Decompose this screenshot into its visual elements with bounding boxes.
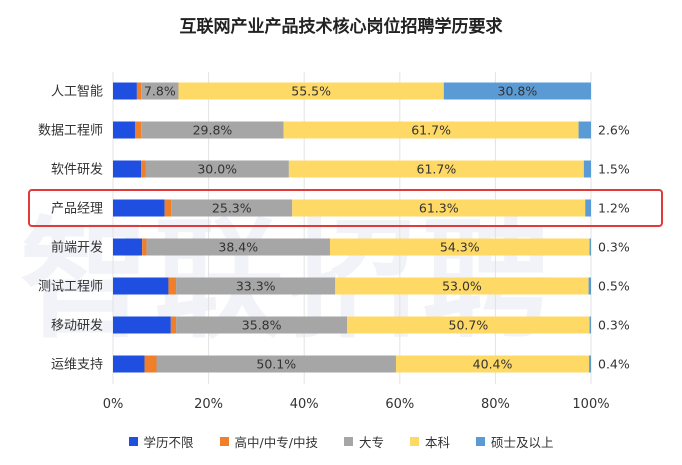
data-label: 55.5% (291, 84, 331, 99)
bar-segment (156, 355, 396, 373)
bar-segment (176, 277, 336, 295)
legend-swatch (343, 437, 353, 446)
bar-segment (141, 160, 146, 178)
category-label: 移动研发 (51, 318, 103, 334)
bar-segment (145, 160, 289, 178)
bar-segment (335, 277, 589, 295)
data-label: 0.5% (598, 279, 630, 294)
data-label: 50.1% (256, 357, 296, 372)
data-label: 30.0% (197, 162, 237, 177)
category-label: 软件研发 (51, 162, 103, 178)
category-label: 产品经理 (51, 202, 103, 217)
bar-segment (589, 316, 591, 334)
bar-segment (144, 355, 157, 373)
legend-item: 学历不限 (128, 432, 194, 451)
bar-segment (178, 82, 444, 100)
legend-swatch (128, 437, 138, 446)
bar-segment (134, 121, 142, 139)
bar-segment (113, 82, 137, 100)
data-label: 30.8% (498, 84, 538, 99)
x-tick-label: 100% (572, 397, 609, 412)
data-label: 54.3% (440, 240, 480, 255)
bar-segment (292, 199, 586, 217)
bar-segment (585, 199, 591, 217)
bar-segment (168, 277, 177, 295)
bar-segment (146, 238, 331, 256)
category-label: 人工智能 (51, 85, 103, 100)
x-tick-label: 60% (385, 397, 414, 412)
category-label: 前端开发 (51, 240, 103, 256)
data-label: 33.3% (236, 279, 276, 294)
data-label: 40.4% (473, 357, 513, 372)
bar-segment (347, 316, 590, 334)
data-label: 0.3% (598, 318, 630, 333)
x-tick-label: 40% (290, 397, 319, 412)
legend-swatch (475, 437, 485, 446)
chart-title: 互联网产业产品技术核心岗位招聘学历要求 (179, 17, 503, 37)
data-label: 61.7% (417, 162, 457, 177)
legend-label: 高中/中专/中技 (234, 435, 318, 450)
legend-swatch (409, 437, 419, 446)
data-label: 1.5% (598, 162, 630, 177)
bar-segment (443, 82, 591, 100)
stacked-bar-chart: 0% 20% 40% 60% 80% 100% 人工智能 7.8% 55.5% 30.8% 数据工程… (28, 72, 663, 412)
data-label: 2.6% (598, 123, 630, 138)
bar-segment (113, 199, 165, 217)
bar-segment (113, 160, 142, 178)
legend-item: 高中/中专/中技 (219, 432, 318, 451)
data-label: 61.7% (411, 123, 451, 138)
bar-segment (283, 121, 579, 139)
data-label: 0.4% (598, 357, 630, 372)
bar-segment (113, 355, 145, 373)
legend-item: 大专 (343, 432, 384, 451)
bar-segment (164, 199, 172, 217)
bar-segment (583, 160, 591, 178)
bar-segment (113, 238, 143, 256)
bar-segment (589, 355, 591, 373)
data-label: 1.2% (598, 201, 630, 216)
bar-segment (136, 82, 142, 100)
bar-segment (141, 82, 179, 100)
category-label: 数据工程师 (38, 124, 103, 139)
bar-segment (170, 316, 177, 334)
data-label: 0.3% (598, 240, 630, 255)
bar-segment (171, 199, 293, 217)
x-tick-label: 80% (481, 397, 510, 412)
data-label: 38.4% (218, 240, 258, 255)
legend-item: 硕士及以上 (475, 432, 554, 451)
legend-item: 本科 (409, 432, 450, 451)
bar-segment (141, 121, 284, 139)
category-label: 测试工程师 (38, 280, 103, 295)
data-label: 7.8% (144, 84, 176, 99)
legend-label: 本科 (424, 435, 450, 450)
x-tick-label: 0% (103, 397, 124, 412)
data-label: 25.3% (212, 201, 252, 216)
data-label: 61.3% (419, 201, 459, 216)
bar-segment (113, 277, 169, 295)
bar-segment (589, 238, 591, 256)
legend-label: 大专 (358, 435, 384, 450)
data-label: 35.8% (242, 318, 282, 333)
bar-segment (113, 316, 171, 334)
bar-segment (588, 277, 591, 295)
bar-segment (330, 238, 590, 256)
legend-label: 学历不限 (143, 435, 194, 450)
bar-segment (288, 160, 584, 178)
highlight-box (28, 189, 663, 227)
data-label: 53.0% (442, 279, 482, 294)
x-tick-label: 20% (194, 397, 223, 412)
legend: 学历不限 高中/中专/中技 大专 本科 硕士及以上 (0, 432, 682, 451)
category-label: 运维支持 (51, 358, 103, 373)
data-label: 50.7% (449, 318, 489, 333)
legend-label: 硕士及以上 (490, 435, 554, 450)
bar-segment (142, 238, 147, 256)
bar-segment (395, 355, 590, 373)
legend-swatch (219, 437, 229, 446)
data-label: 29.8% (193, 123, 233, 138)
bar-segment (113, 121, 135, 139)
bar-segment (176, 316, 348, 334)
bar-segment (578, 121, 591, 139)
